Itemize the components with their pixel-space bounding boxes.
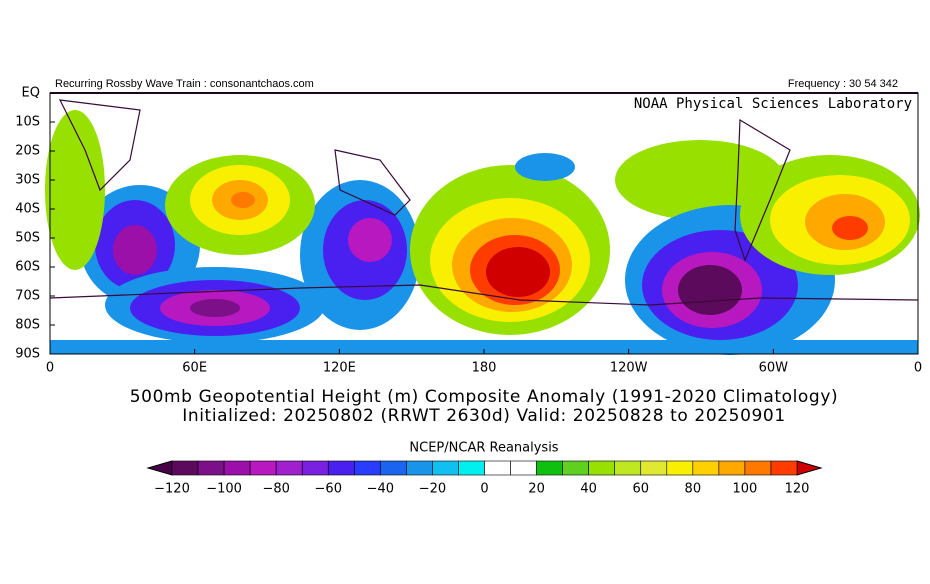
- lon-label: 120E: [323, 361, 356, 376]
- colorbar-label: 80: [685, 482, 702, 497]
- lat-label: 20S: [15, 144, 40, 159]
- colorbar-label: −60: [315, 482, 342, 497]
- lat-label: 40S: [15, 202, 40, 217]
- colorbar-label: 120: [785, 482, 810, 497]
- colorbar-box: [432, 460, 459, 476]
- source: NCEP/NCAR Reanalysis: [409, 441, 558, 456]
- lon-label: 0: [914, 361, 922, 376]
- colorbar-label: −100: [206, 482, 242, 497]
- lat-label: 10S: [15, 115, 40, 130]
- colorbar-box: [171, 460, 199, 476]
- colorbar-label: 40: [580, 482, 597, 497]
- colorbar-box: [588, 460, 616, 476]
- header-right: Frequency : 30 54 342: [788, 78, 898, 90]
- colorbar-box: [562, 460, 589, 476]
- lon-label: 120W: [610, 361, 648, 376]
- colorbar-box: [327, 460, 355, 476]
- header-left: Recurring Rossby Wave Train : consonantc…: [55, 78, 314, 90]
- colorbar-box: [275, 460, 303, 476]
- lat-label: 90S: [15, 347, 40, 362]
- title-line1: 500mb Geopotential Height (m) Composite …: [130, 387, 838, 407]
- lat-label: 70S: [15, 289, 40, 304]
- colorbar: −120 −100 −80 −60 −40 −20 0 20 40 60 80 100 120: [146, 460, 823, 497]
- colorbar-box: [458, 460, 485, 476]
- colorbar-box: [380, 460, 407, 476]
- lat-label: 60S: [15, 260, 40, 275]
- colorbar-label: −40: [367, 482, 394, 497]
- lon-label: 180: [472, 361, 497, 376]
- lat-axis: EQ 10S 20S 30S 40S 50S 60S 70S 80S 90S: [15, 86, 55, 362]
- lon-label: 60W: [759, 361, 789, 376]
- colorbar-box: [197, 460, 225, 476]
- title-line2: Initialized: 20250802 (RRWT 2630d) Valid…: [182, 406, 785, 426]
- colorbar-box: [666, 460, 694, 476]
- colorbar-label: 100: [733, 482, 758, 497]
- colorbar-box: [406, 460, 433, 476]
- lat-label: EQ: [22, 86, 40, 101]
- lat-label: 30S: [15, 173, 40, 188]
- colorbar-box: [484, 460, 511, 476]
- colorbar-label: 60: [632, 482, 649, 497]
- lab-credit: NOAA Physical Sciences Laboratory: [634, 96, 912, 112]
- colorbar-box: [770, 460, 798, 476]
- colorbar-label: −120: [154, 482, 190, 497]
- colorbar-high: [796, 460, 823, 476]
- lon-axis: 0 60E 120E 180 120W 60W 0: [46, 349, 922, 376]
- colorbar-box: [536, 460, 563, 476]
- lat-label: 50S: [15, 231, 40, 246]
- colorbar-box: [614, 460, 642, 476]
- lon-label: 60E: [182, 361, 207, 376]
- colorbar-box: [692, 460, 720, 476]
- colorbar-box: [744, 460, 772, 476]
- colorbar-box: [223, 460, 251, 476]
- colorbar-label: 0: [480, 482, 488, 497]
- colorbar-label: 20: [528, 482, 545, 497]
- lat-label: 80S: [15, 318, 40, 333]
- colorbar-label: −20: [419, 482, 446, 497]
- lon-label: 0: [46, 361, 54, 376]
- colorbar-box: [510, 460, 537, 476]
- colorbar-box: [640, 460, 668, 476]
- colorbar-box: [249, 460, 277, 476]
- colorbar-box: [718, 460, 746, 476]
- colorbar-low: [146, 460, 173, 476]
- colorbar-box: [353, 460, 381, 476]
- colorbar-box: [301, 460, 329, 476]
- colorbar-label: −80: [262, 482, 289, 497]
- map-field: [45, 92, 920, 355]
